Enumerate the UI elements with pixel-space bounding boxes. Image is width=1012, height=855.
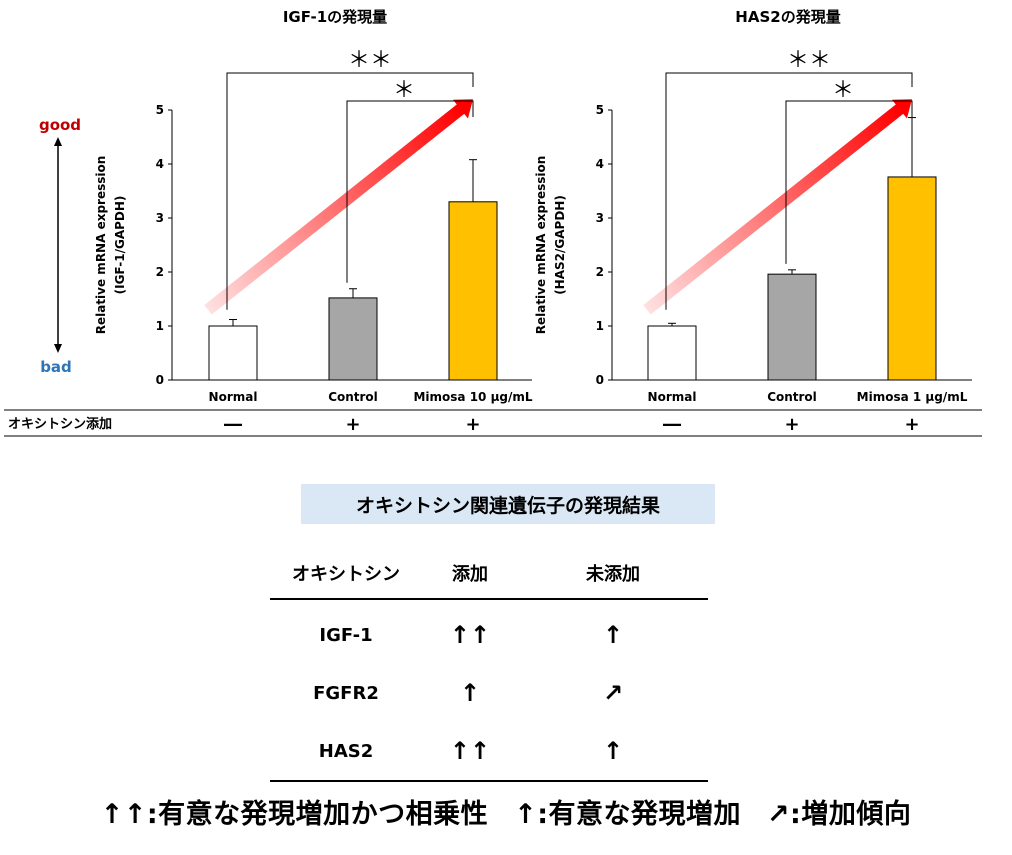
y-tick-label: 5: [596, 103, 604, 117]
table-header-row: オキシトシン 添加 未添加: [270, 548, 708, 599]
significance-bracket: [665, 72, 913, 310]
symbol-legend: ↑↑:有意な発現増加かつ相乗性 ↑:有意な発現増加 ↗:増加傾向: [0, 792, 1012, 831]
oxytocin-symbol: +: [465, 414, 480, 435]
header-not-added: 未添加: [586, 564, 640, 585]
oxytocin-symbol: +: [784, 414, 799, 435]
oxytocin-symbol: ―: [224, 414, 242, 435]
not-added-result: ↗: [602, 679, 624, 707]
trend-arrowhead-icon: [453, 99, 473, 119]
legend-item: ↑↑:有意な発現増加かつ相乗性: [100, 799, 489, 830]
gene-name: IGF-1: [319, 624, 373, 646]
trend-arrow-shaft: [204, 103, 466, 315]
y-tick-label: 2: [156, 265, 164, 279]
bar: [767, 273, 817, 381]
x-tick-label: Mimosa 10 μg/mL: [413, 390, 532, 404]
chart-title: IGF-1の発現量: [283, 8, 387, 26]
trend-arrow-icon: [204, 99, 473, 315]
significance-label: ＊＊: [348, 48, 392, 73]
bar: [448, 201, 498, 381]
legend-item: ↗:増加傾向: [766, 799, 912, 830]
bad-arrowhead-icon: [54, 344, 62, 353]
table-row: IGF-1 ↑↑ ↑: [270, 599, 708, 664]
chart-title: HAS2の発現量: [735, 8, 840, 26]
y-tick-label: 0: [156, 373, 164, 387]
bar: [647, 325, 697, 381]
results-table: オキシトシン 添加 未添加 IGF-1 ↑↑ ↑ FGFR2 ↑ ↗ HAS2 …: [270, 548, 708, 782]
y-tick-label: 1: [596, 319, 604, 333]
legend-item: ↑:有意な発現増加: [514, 799, 742, 830]
gene-name: HAS2: [318, 740, 374, 762]
gene-name: FGFR2: [313, 682, 379, 704]
y-axis-label-unit: (HAS2/GAPDH): [553, 195, 567, 295]
x-tick-label: Normal: [648, 390, 697, 404]
table-row: HAS2 ↑↑ ↑: [270, 722, 708, 781]
good-label: good: [39, 116, 81, 134]
y-axis-label-unit: (IGF-1/GAPDH): [113, 196, 127, 295]
y-tick-label: 3: [156, 211, 164, 225]
trend-arrow-shaft: [643, 103, 905, 315]
good-arrowhead-icon: [54, 137, 62, 146]
added-result: ↑: [459, 679, 481, 707]
oxytocin-row-label: オキシトシン添加: [8, 416, 112, 432]
y-tick-label: 0: [596, 373, 604, 387]
oxytocin-symbol: +: [345, 414, 360, 435]
has2-chart: HAS2の発現量 Relative mRNA expression (HAS2/…: [534, 8, 972, 404]
x-tick-label: Control: [767, 390, 817, 404]
trend-arrow-icon: [643, 99, 912, 315]
significance-label: ＊＊: [787, 48, 831, 73]
y-tick-label: 4: [156, 157, 164, 171]
not-added-result: ↑: [602, 621, 624, 649]
bar: [208, 325, 258, 381]
significance-bracket: [226, 72, 474, 310]
bad-label: bad: [40, 358, 72, 376]
header-added: 添加: [452, 564, 488, 585]
y-axis-label: Relative mRNA expression: [94, 156, 108, 335]
added-result: ↑↑: [449, 621, 491, 649]
oxytocin-symbol: ―: [663, 414, 681, 435]
header-oxytocin: オキシトシン: [292, 564, 400, 585]
y-tick-label: 5: [156, 103, 164, 117]
y-axis-label: Relative mRNA expression: [534, 156, 548, 335]
bar: [328, 297, 378, 381]
igf1-chart: IGF-1の発現量 Relative mRNA expression (IGF-…: [94, 8, 533, 404]
trend-arrowhead-icon: [892, 99, 912, 119]
bar: [887, 176, 937, 381]
x-tick-label: Control: [328, 390, 378, 404]
x-tick-label: Mimosa 1 μg/mL: [857, 390, 968, 404]
y-tick-label: 2: [596, 265, 604, 279]
table-row: FGFR2 ↑ ↗: [270, 664, 708, 722]
significance-label: ＊: [832, 78, 854, 103]
y-tick-label: 4: [596, 157, 604, 171]
table-title: オキシトシン関連遺伝子の発現結果: [301, 484, 715, 524]
not-added-result: ↑: [602, 737, 624, 765]
significance-bracket: [785, 100, 913, 264]
added-result: ↑↑: [449, 737, 491, 765]
y-tick-label: 3: [596, 211, 604, 225]
y-tick-label: 1: [156, 319, 164, 333]
x-tick-label: Normal: [209, 390, 258, 404]
oxytocin-symbol: +: [904, 414, 919, 435]
significance-label: ＊: [393, 78, 415, 103]
significance-bracket: [346, 100, 474, 283]
